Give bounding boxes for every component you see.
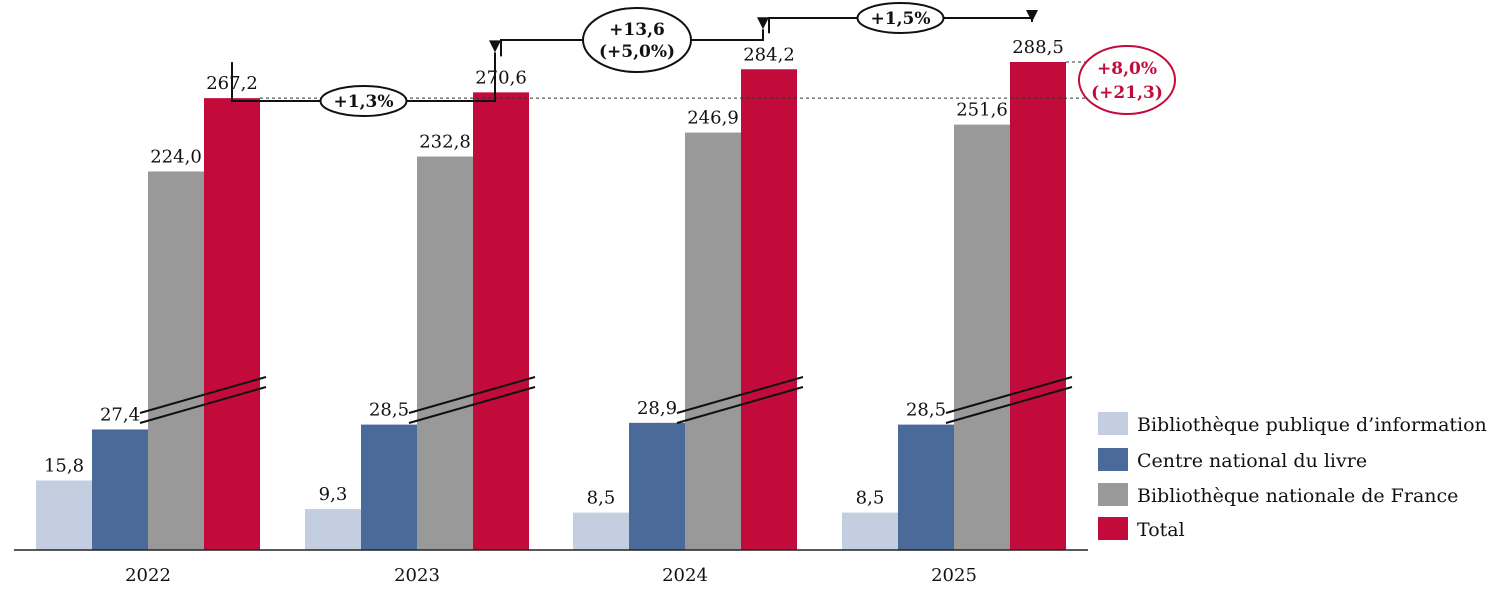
- arrow-head-icon: [489, 40, 501, 53]
- x-tick-2025: 2025: [931, 565, 977, 586]
- data-label-2023-4: 270,6: [475, 67, 527, 88]
- arrow-head-icon: [757, 17, 769, 30]
- bar-2022-series-3: [148, 171, 204, 550]
- x-tick-2022: 2022: [125, 565, 171, 586]
- axis-break-line-2022-2: [139, 386, 267, 424]
- change-bubble-3: [856, 2, 945, 34]
- data-label-2024-3: 246,9: [687, 108, 739, 129]
- bar-2024-series-2: [629, 422, 685, 550]
- x-tick-2023: 2023: [394, 565, 440, 586]
- axis-break-line-2023-1: [408, 376, 536, 414]
- data-label-2025-3: 251,6: [956, 100, 1008, 121]
- data-label-2022-1: 15,8: [44, 455, 84, 476]
- data-label-2025-2: 28,5: [906, 400, 946, 421]
- axis-break-line-2024-1: [676, 376, 804, 414]
- legend-swatch-1: [1098, 412, 1128, 435]
- change-bubble-1: [319, 85, 408, 117]
- bar-2022-series-2: [92, 429, 148, 550]
- axis-break-line-2025-1: [945, 376, 1073, 414]
- bar-2024-series-1: [573, 512, 629, 550]
- data-label-2025-4: 288,5: [1012, 37, 1064, 58]
- legend-label-2: Centre national du livre: [1137, 450, 1367, 472]
- bar-2022-total: [204, 98, 260, 551]
- change-bubble-2: [582, 7, 692, 73]
- bar-2025-series-3: [954, 124, 1010, 550]
- bar-2023-series-1: [305, 509, 361, 550]
- legend: Bibliothèque publique d’information Centr…: [1098, 412, 1487, 541]
- data-label-2024-2: 28,9: [637, 398, 677, 419]
- data-label-2023-1: 9,3: [319, 484, 348, 505]
- axis-break-line-2022-1: [139, 376, 267, 414]
- bar-2025-total: [1010, 61, 1066, 550]
- bar-2023-series-2: [361, 424, 417, 550]
- bar-2024-total: [741, 69, 797, 550]
- data-label-2022-3: 224,0: [150, 146, 202, 167]
- change-label-2-1: +13,6: [609, 20, 665, 40]
- legend-swatch-3: [1098, 483, 1128, 506]
- axis-break-line-2025-2: [945, 386, 1073, 424]
- x-axis-tick-labels: 2022 2023 2024 2025: [125, 565, 977, 586]
- data-label-2023-3: 232,8: [419, 132, 471, 153]
- data-label-2024-4: 284,2: [743, 44, 795, 65]
- x-tick-2024: 2024: [662, 565, 708, 586]
- bar-2024-series-3: [685, 132, 741, 550]
- legend-label-3: Bibliothèque nationale de France: [1137, 485, 1458, 507]
- annotations-layer: +1,3% +13,6(+5,0%) +1,5% +8,0% (+21,3): [231, 2, 1176, 117]
- axis-break-line-2023-2: [408, 386, 536, 424]
- axis-break-line-2024-2: [676, 386, 804, 424]
- change-label-2-2: (+5,0%): [599, 42, 675, 62]
- total-change-label-1: +8,0%: [1097, 59, 1157, 79]
- legend-swatch-2: [1098, 448, 1128, 471]
- data-label-2024-1: 8,5: [587, 488, 616, 509]
- bar-2025-series-2: [898, 424, 954, 550]
- total-change-label-2: (+21,3): [1091, 83, 1163, 103]
- legend-swatch-4: [1098, 517, 1128, 540]
- bar-2022-series-1: [36, 480, 92, 550]
- data-label-2025-1: 8,5: [856, 488, 885, 509]
- axis-break-marks: [139, 376, 1073, 424]
- legend-label-1: Bibliothèque publique d’information: [1137, 414, 1487, 436]
- change-label-3-1: +1,5%: [871, 9, 931, 29]
- bar-2023-series-3: [417, 156, 473, 550]
- bar-2023-total: [473, 92, 529, 550]
- total-change-bubble: [1078, 45, 1176, 116]
- legend-label-4: Total: [1137, 519, 1185, 541]
- arrow-head-icon: [1026, 9, 1038, 22]
- change-label-1-1: +1,3%: [334, 92, 394, 112]
- bar-2025-series-1: [842, 512, 898, 550]
- data-label-2023-2: 28,5: [369, 400, 409, 421]
- bars-layer: [36, 61, 1066, 551]
- data-label-2022-2: 27,4: [100, 404, 140, 425]
